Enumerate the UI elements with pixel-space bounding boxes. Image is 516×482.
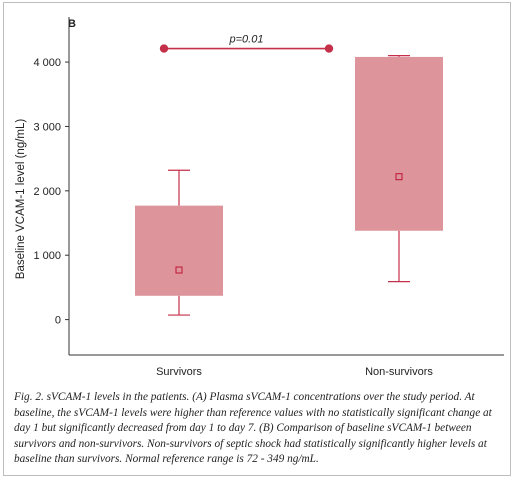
significance-dot-left [159, 44, 169, 53]
figure-caption: Fig. 2. sVCAM-1 levels in the patients. … [14, 391, 492, 466]
y-tick-label: 1 000 [33, 250, 61, 262]
box-non-survivors [355, 56, 443, 231]
x-tick-label: Non-survivors [365, 366, 433, 378]
y-tick-label: 4 000 [33, 57, 61, 69]
x-tick-label: Survivors [156, 366, 202, 378]
y-tick-label: 3 000 [33, 121, 61, 133]
box-survivors [135, 205, 223, 296]
plot-area: 0 1 000 2 000 3 000 4 000 Survivors Non-surviv… [33, 17, 504, 378]
panel-label: B [68, 18, 76, 30]
y-tick-label: 2 000 [33, 186, 61, 198]
significance-label: p=0.01 [229, 34, 264, 46]
y-tick-label: 0 [55, 315, 61, 327]
box-plot: B Baseline VCAM-1 level (ng/mL) 0 1 000 2 … [15, 17, 504, 378]
significance-dot-right [324, 44, 334, 53]
mean-marker [175, 266, 183, 274]
mean-marker [395, 173, 403, 181]
figure-frame: B Baseline VCAM-1 level (ng/mL) 0 1 000 2 … [3, 2, 511, 476]
y-axis-label: Baseline VCAM-1 level (ng/mL) [15, 119, 27, 280]
